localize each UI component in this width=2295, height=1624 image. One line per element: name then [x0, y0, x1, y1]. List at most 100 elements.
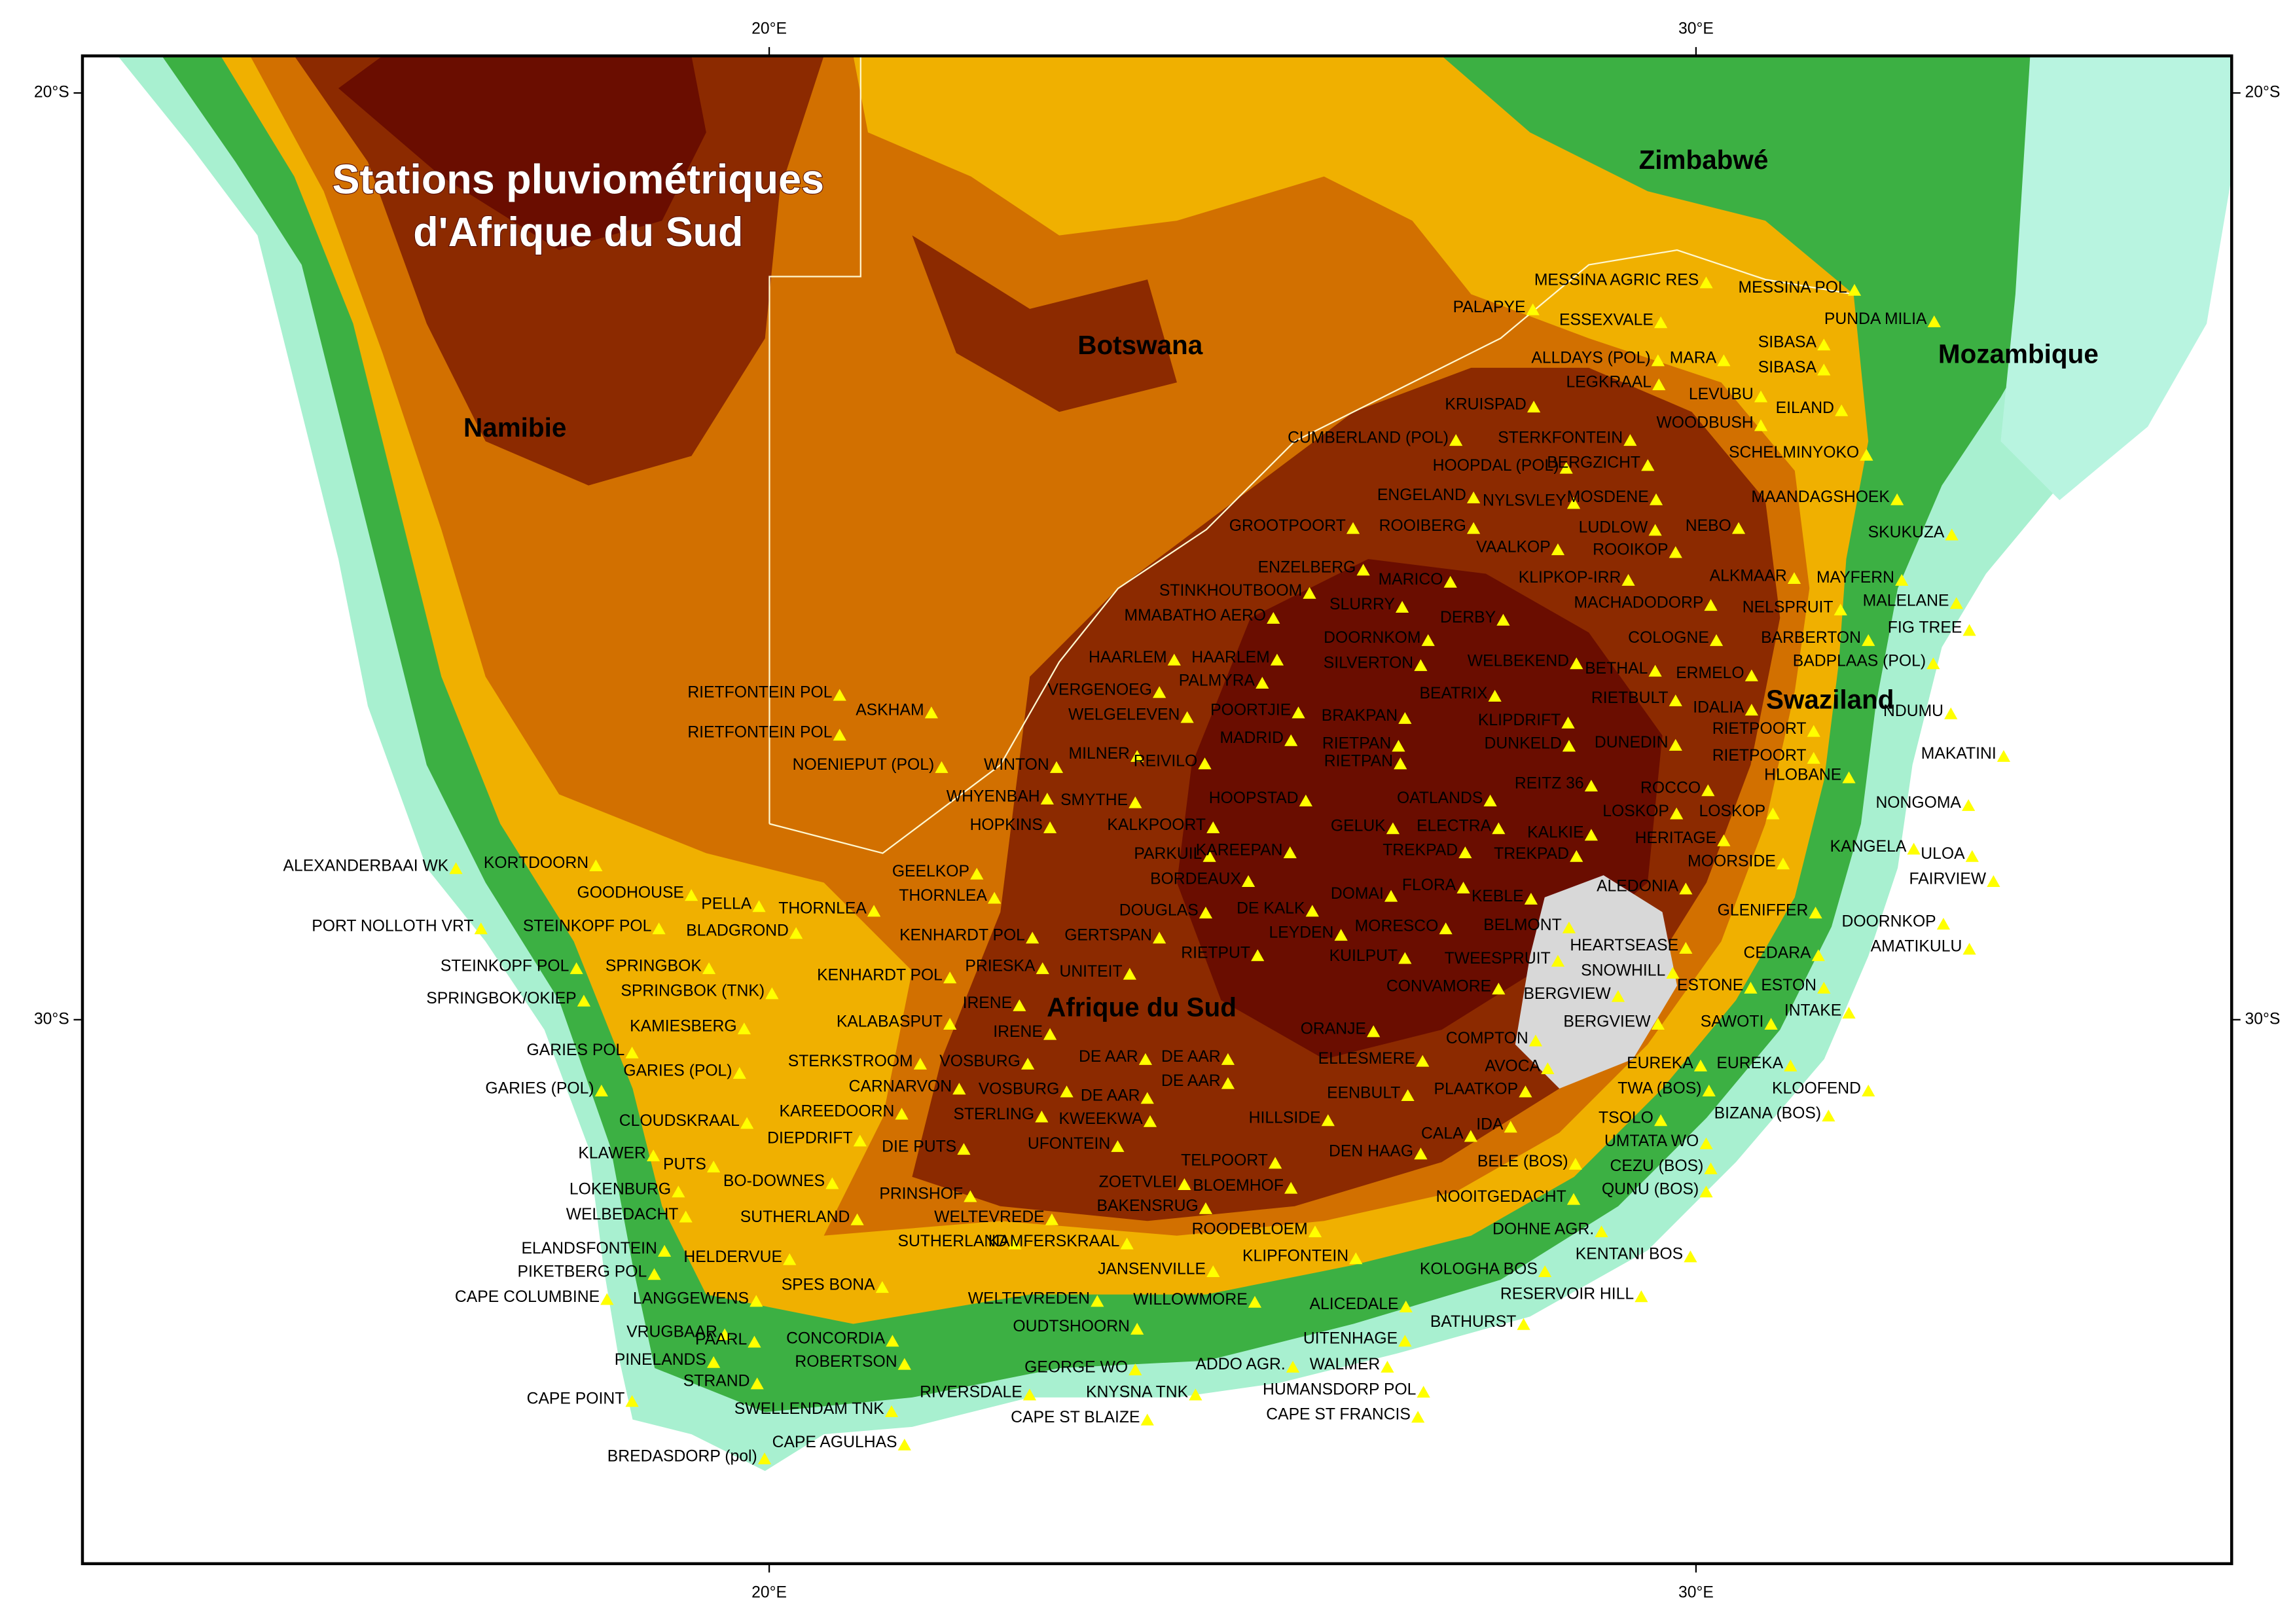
station-label: ALLDAYS (POL)	[1531, 350, 1650, 367]
station-label: GERTSPAN	[1064, 927, 1152, 945]
station-label: LUDLOW	[1579, 519, 1648, 537]
x-tick-label: 20°E	[751, 20, 787, 37]
station-marker	[1045, 1213, 1059, 1225]
station-marker	[1541, 1062, 1555, 1074]
station-marker	[1449, 434, 1463, 446]
station-label: STEINKOPF POL	[441, 957, 569, 975]
station-marker	[1704, 1162, 1718, 1174]
station-marker	[1684, 1250, 1697, 1263]
station-label: GLENIFFER	[1718, 901, 1809, 919]
station-label: BLOEMHOF	[1193, 1177, 1284, 1195]
station-label: MILNER	[1069, 745, 1130, 763]
station-label: DEN HAAG	[1329, 1143, 1413, 1161]
mozambique-plain	[2000, 56, 2232, 501]
station-marker	[1346, 522, 1360, 534]
station-marker	[1456, 881, 1470, 893]
station-marker	[1040, 793, 1054, 805]
station-marker	[1754, 419, 1768, 431]
station-marker	[1817, 338, 1831, 351]
station-label: LOSKOP	[1602, 803, 1669, 820]
station-label: ALKMAAR	[1710, 567, 1787, 585]
region-label: Mozambique	[1938, 339, 2099, 369]
station-label: VOSBURG	[979, 1081, 1060, 1098]
station-marker	[952, 1083, 966, 1095]
station-label: ALEXANDERBAAI WK	[283, 857, 449, 875]
station-label: DOORNKOM	[1324, 629, 1420, 647]
station-label: DOMAI	[1331, 885, 1384, 903]
station-label: VAALKOP	[1476, 538, 1551, 556]
station-label: VOSBURG	[939, 1053, 1021, 1070]
station-label: ENGELAND	[1377, 486, 1466, 504]
station-marker	[1167, 653, 1181, 666]
station-label: DUNEDIN	[1595, 734, 1669, 751]
station-label: TSOLO	[1599, 1110, 1653, 1127]
station-marker	[1649, 493, 1663, 505]
station-label: BERGVIEW	[1524, 985, 1612, 1003]
station-label: KLIPKOP-IRR	[1519, 569, 1621, 586]
station-label: UMTATA WO	[1604, 1132, 1699, 1150]
station-label: UFONTEIN	[1028, 1135, 1110, 1153]
station-label: WHYENBAH	[947, 787, 1040, 805]
station-marker	[1623, 434, 1637, 446]
station-marker	[1284, 1182, 1298, 1194]
station-marker	[1595, 1225, 1608, 1238]
station-label: HUMANSDORP POL	[1263, 1380, 1416, 1398]
station-marker	[752, 900, 766, 912]
station-marker	[1807, 725, 1820, 737]
station-marker	[737, 1022, 751, 1035]
station-label: GARIES (POL)	[485, 1079, 594, 1097]
station-label: ENZELBERG	[1258, 559, 1356, 577]
station-label: ULOA	[1921, 845, 1965, 863]
station-label: KENHARDT POL	[899, 927, 1025, 945]
station-label: PRIESKA	[965, 957, 1036, 975]
station-marker	[1049, 761, 1064, 773]
station-marker	[1180, 711, 1194, 723]
station-marker	[1399, 1300, 1413, 1312]
station-marker	[1776, 857, 1790, 870]
station-marker	[1709, 634, 1724, 646]
station-marker	[1936, 918, 1951, 930]
station-label: ELANDSFONTEIN	[521, 1240, 657, 1257]
station-label: SCHELMINYOKO	[1729, 444, 1859, 461]
station-label: CONVAMORE	[1386, 978, 1491, 996]
station-label: LEGKRAAL	[1566, 373, 1652, 391]
frame	[81, 54, 2233, 1566]
station-marker	[1021, 1057, 1035, 1070]
station-label: DE AAR	[1161, 1072, 1221, 1090]
station-marker	[625, 1395, 639, 1407]
station-marker	[1699, 1185, 1713, 1198]
station-marker	[1504, 1121, 1517, 1133]
station-marker	[1519, 1085, 1532, 1098]
station-label: MOORSIDE	[1688, 852, 1776, 870]
station-label: BRAKPAN	[1322, 707, 1398, 725]
station-label: BERGZICHT	[1547, 454, 1640, 472]
station-label: STEINKOPF POL	[523, 918, 651, 935]
station-label: BLADGROND	[686, 922, 789, 940]
station-label: PIKETBERG POL	[517, 1263, 647, 1281]
station-marker	[1652, 378, 1666, 391]
station-label: MESSINA AGRIC RES	[1534, 272, 1699, 289]
station-marker	[1496, 613, 1510, 626]
station-marker	[1267, 611, 1280, 624]
station-label: BORDEAUX	[1150, 870, 1241, 888]
station-label: RESERVOIR HILL	[1500, 1286, 1634, 1303]
station-marker	[1997, 749, 2011, 762]
station-label: KENTANI BOS	[1576, 1246, 1683, 1263]
station-label: GEELKOP	[892, 863, 969, 880]
station-label: LEVUBU	[1689, 386, 1754, 403]
x-tick-label: 30°E	[1678, 1583, 1714, 1601]
station-marker	[1299, 794, 1312, 806]
station-label: ORANJE	[1301, 1020, 1366, 1038]
station-label: RIETPOORT	[1712, 747, 1807, 765]
station-label: HEARTSEASE	[1570, 937, 1678, 954]
station-marker	[1862, 634, 1875, 646]
station-marker	[1202, 850, 1216, 862]
station-label: MALELANE	[1863, 592, 1949, 610]
station-marker	[1907, 842, 1921, 855]
station-marker	[1036, 962, 1049, 975]
station-marker	[1962, 624, 1976, 636]
station-label: SPRINGBOK	[605, 957, 702, 975]
station-label: DE AAR	[1081, 1087, 1140, 1105]
station-label: ESTONE	[1677, 977, 1743, 994]
station-label: KLIPFONTEIN	[1242, 1248, 1348, 1265]
